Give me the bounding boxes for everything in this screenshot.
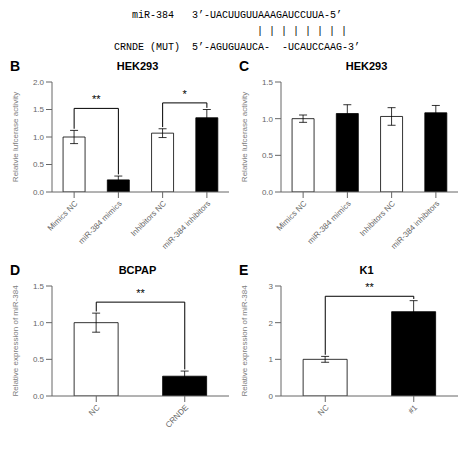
svg-text:miR-384 mimics: miR-384 mimics: [306, 199, 353, 246]
svg-text:0.0: 0.0: [262, 188, 274, 197]
html-text:BCPAP: BCPAP: [118, 264, 157, 276]
svg-text:2: 2: [269, 319, 274, 328]
svg-text:0.0: 0.0: [33, 392, 45, 401]
html-text:K1: K1: [359, 264, 374, 276]
svg-text:1.0: 1.0: [33, 319, 45, 328]
html-text:miR-384 3’-UACUUGUUAAAGAUCCUUA: miR-384 3’-UACUUGUUAAAGAUCCUUA-5’: [132, 10, 342, 21]
svg-text:2.0: 2.0: [33, 78, 45, 87]
svg-text:NC: NC: [316, 403, 331, 418]
svg-text:**: **: [365, 281, 374, 293]
svg-text:miR-384 inhibitors: miR-384 inhibitors: [389, 199, 441, 251]
svg-text:Inhibitors NC: Inhibitors NC: [358, 199, 397, 238]
svg-text:3: 3: [269, 282, 274, 291]
svg-text:miR-384 inhibitors: miR-384 inhibitors: [160, 199, 212, 251]
svg-text:*: *: [183, 88, 188, 100]
svg-text:Inhibitors NC: Inhibitors NC: [129, 199, 168, 238]
svg-text:Relative expression of miR-384: Relative expression of miR-384: [240, 285, 249, 397]
svg-text:0.5: 0.5: [262, 151, 274, 160]
svg-text:NC: NC: [87, 403, 102, 418]
svg-text:1: 1: [269, 355, 274, 364]
svg-text:Relatvie lufcerase activity: Relatvie lufcerase activity: [240, 92, 249, 182]
html-text:D: D: [10, 262, 21, 278]
svg-text:1.5: 1.5: [262, 78, 274, 87]
svg-text:Mimics NC: Mimics NC: [275, 199, 309, 233]
svg-text:0.5: 0.5: [33, 355, 45, 364]
svg-text:0.5: 0.5: [33, 160, 45, 169]
html-text:HEK293: HEK293: [116, 60, 159, 72]
svg-text:CRNDE: CRNDE: [164, 403, 190, 429]
svg-text:miR-384 mimics: miR-384 mimics: [77, 199, 124, 246]
svg-text:**: **: [92, 93, 101, 105]
html-text:E: E: [239, 262, 249, 278]
html-text:HEK293: HEK293: [345, 60, 388, 72]
svg-text:1.0: 1.0: [33, 133, 45, 142]
svg-text:0: 0: [269, 392, 274, 401]
html-text:CRNDE (MUT) 5’-AGUGUAUCA- -UCA: CRNDE (MUT) 5’-AGUGUAUCA- -UCAUCCAAG-3’: [114, 42, 360, 53]
html-text:B: B: [10, 58, 21, 74]
svg-text:Relative expression of miR-384: Relative expression of miR-384: [11, 285, 20, 397]
svg-text:Relatvie lufcerase activity: Relatvie lufcerase activity: [11, 92, 20, 182]
svg-text:Mimics NC: Mimics NC: [46, 199, 80, 233]
html-text:C: C: [239, 58, 250, 74]
svg-text:**: **: [136, 287, 145, 299]
svg-text:1.5: 1.5: [33, 282, 45, 291]
svg-text:1.5: 1.5: [33, 105, 45, 114]
svg-text:1.0: 1.0: [262, 115, 274, 124]
svg-text:0.0: 0.0: [33, 188, 45, 197]
svg-text:#1: #1: [407, 403, 420, 416]
